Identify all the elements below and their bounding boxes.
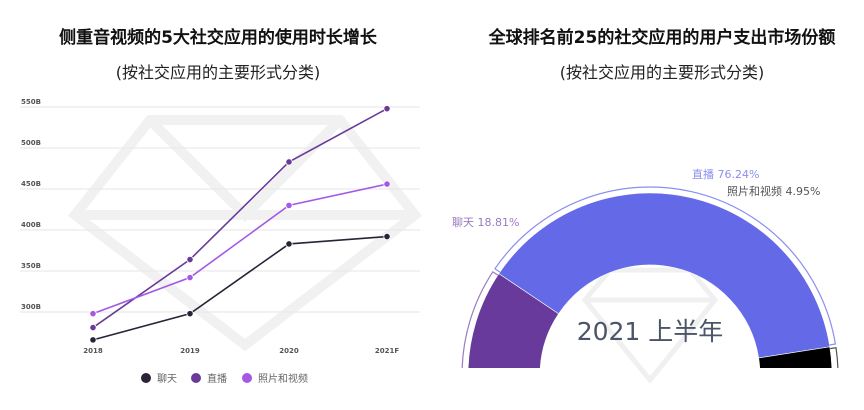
label-bracket <box>461 270 499 368</box>
watermark-diamond <box>67 115 423 352</box>
donut-chart-title: 全球排名前25的社交应用的用户支出市场份额 <box>488 27 836 48</box>
label-bracket <box>829 347 839 368</box>
data-point <box>89 336 97 344</box>
label-bracket <box>494 186 837 346</box>
donut-chart: 聊天 18.81% 直播 76.24% 照片和视频 4.95% 2021 上半年 <box>452 167 839 384</box>
series-line-聊天 <box>92 235 388 341</box>
slice-label: 直播 76.24% <box>692 167 759 181</box>
line-chart-title: 侧重音视频的5大社交应用的使用时长增长 <box>59 27 378 48</box>
y-tick-label: 300B <box>21 303 41 311</box>
legend-marker <box>141 373 151 383</box>
slice-label: 照片和视频 4.95% <box>727 184 820 198</box>
data-point <box>383 232 391 241</box>
data-point <box>285 240 293 248</box>
line-chart-subtitle: (按社交应用的主要形式分类) <box>116 63 321 82</box>
legend-label: 聊天 <box>157 372 177 385</box>
legend-label: 照片和视频 <box>258 372 308 385</box>
data-point <box>285 158 293 166</box>
data-point <box>186 273 194 282</box>
watermark-diamond <box>581 267 719 384</box>
legend-label: 直播 <box>207 372 227 385</box>
x-tick-label: 2018 <box>83 347 103 355</box>
center-label: 2021 上半年 <box>577 317 724 346</box>
data-point <box>186 310 194 318</box>
donut-segment-照片和视频 <box>758 346 833 368</box>
y-tick-label: 500B <box>21 139 41 147</box>
data-point <box>383 105 391 113</box>
legend-marker <box>242 373 252 383</box>
donut-segments <box>467 192 833 368</box>
x-tick-label: 2020 <box>279 347 299 355</box>
data-point <box>89 310 97 318</box>
data-point <box>383 180 391 188</box>
series-line-直播 <box>92 107 388 329</box>
x-tick-label: 2019 <box>180 347 200 355</box>
y-tick-label: 550B <box>21 98 41 106</box>
legend-marker <box>191 373 201 383</box>
slice-label: 聊天 18.81% <box>452 215 519 229</box>
data-point <box>89 323 97 332</box>
line-chart: 300B 350B 400B 450B 500B 550B 2018 2019 2020 2021… <box>20 98 423 385</box>
data-point <box>186 255 194 264</box>
donut-chart-subtitle: (按社交应用的主要形式分类) <box>560 63 765 82</box>
x-tick-label: 2021F <box>375 347 399 355</box>
donut-segment-直播 <box>498 192 831 359</box>
y-tick-label: 350B <box>21 262 41 270</box>
y-tick-label: 450B <box>21 180 41 188</box>
series-line-照片和视频 <box>92 183 388 315</box>
y-tick-label: 400B <box>21 221 41 229</box>
data-point <box>285 201 293 209</box>
